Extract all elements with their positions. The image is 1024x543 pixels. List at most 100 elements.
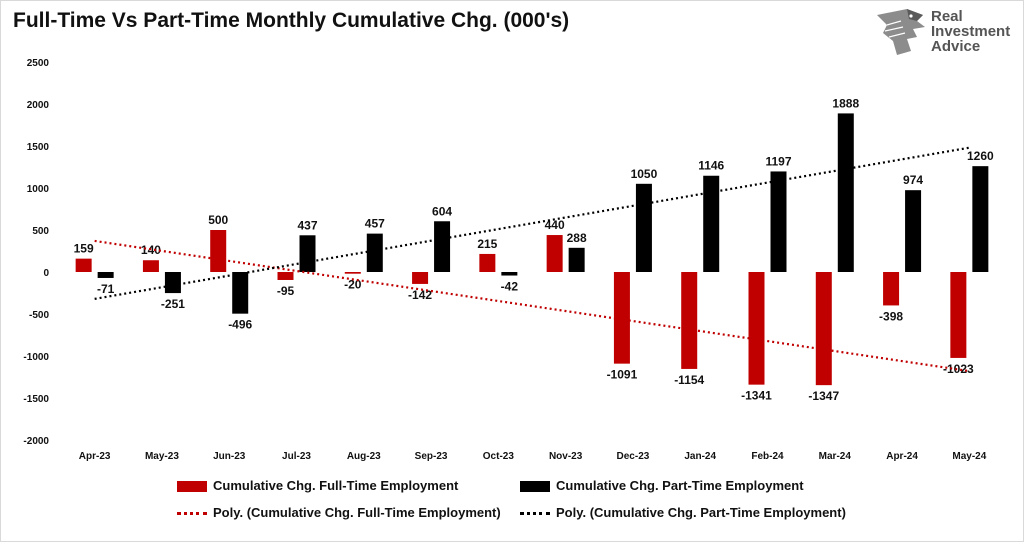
part-time-value-label: 1050 [631, 167, 658, 181]
logo: Real Investment Advice [873, 7, 1023, 59]
full-time-value-label: -398 [879, 309, 903, 323]
full-time-bar [344, 272, 361, 274]
full-time-bar [142, 260, 159, 272]
full-time-value-label: 440 [545, 218, 565, 232]
full-time-value-label: -95 [277, 284, 295, 298]
part-time-value-label: 974 [903, 173, 923, 187]
part-time-bar [837, 113, 854, 273]
x-tick-label: Aug-23 [347, 451, 381, 462]
legend-swatch-part-time [520, 481, 550, 493]
x-tick-label: Nov-23 [549, 451, 583, 462]
part-time-bar [434, 221, 451, 272]
full-time-value-label: 159 [74, 242, 94, 256]
y-tick-label: -2000 [23, 436, 49, 447]
full-time-bar [210, 230, 227, 272]
full-time-trendline [94, 239, 970, 373]
part-time-value-label: 457 [365, 217, 385, 231]
part-time-bar [635, 183, 652, 272]
full-time-bar [412, 272, 429, 284]
full-time-value-label: 500 [208, 213, 228, 227]
full-time-bar [883, 272, 900, 306]
legend-swatch-part-time-trend [520, 512, 550, 516]
eagle-head-icon [877, 9, 925, 55]
full-time-value-label: 140 [141, 243, 161, 257]
part-time-bar [299, 235, 316, 272]
full-time-bar [681, 272, 698, 369]
part-time-value-label: -496 [228, 318, 252, 332]
legend-swatch-full-time-trend [177, 512, 207, 516]
full-time-bar [815, 272, 832, 386]
x-tick-label: Sep-23 [415, 451, 448, 462]
legend-label-part-time: Cumulative Chg. Part-Time Employment [556, 478, 804, 493]
part-time-value-label: 437 [297, 218, 317, 232]
x-tick-label: Jun-23 [213, 451, 246, 462]
part-time-value-label: -71 [97, 282, 115, 296]
part-time-bar [703, 175, 720, 272]
logo-line-1: Real [931, 8, 963, 25]
y-tick-label: 500 [32, 226, 49, 237]
logo-text: Real Investment Advice [931, 9, 1010, 54]
legend-part-time-trend: Poly. (Cumulative Chg. Part-Time Employm… [520, 505, 846, 520]
full-time-value-label: -1347 [808, 389, 839, 403]
part-time-value-label: 1888 [832, 96, 859, 110]
y-tick-label: 2000 [27, 100, 50, 111]
y-tick-label: 1000 [27, 184, 50, 195]
part-time-bar [501, 272, 518, 276]
part-time-value-label: -251 [161, 297, 185, 311]
legend-label-part-time-trend: Poly. (Cumulative Chg. Part-Time Employm… [556, 505, 846, 520]
x-tick-label: Mar-24 [819, 451, 852, 462]
full-time-bar [613, 272, 630, 364]
y-tick-label: 0 [43, 268, 49, 279]
x-tick-label: Jan-24 [684, 451, 716, 462]
full-time-bar [75, 258, 92, 272]
part-time-bar [568, 247, 585, 272]
full-time-bar [479, 253, 496, 272]
y-tick-label: -1500 [23, 394, 49, 405]
legend-full-time-bar: Cumulative Chg. Full-Time Employment [177, 478, 458, 493]
part-time-value-label: 1146 [698, 159, 724, 173]
full-time-value-label: -1154 [674, 373, 704, 387]
full-time-bar [748, 272, 765, 385]
legend-label-full-time-trend: Poly. (Cumulative Chg. Full-Time Employm… [213, 505, 501, 520]
legend-part-time-bar: Cumulative Chg. Part-Time Employment [520, 478, 804, 493]
y-tick-label: -1000 [23, 352, 49, 363]
full-time-value-label: -142 [408, 288, 432, 302]
y-tick-label: 1500 [27, 142, 50, 153]
x-tick-label: Dec-23 [617, 451, 650, 462]
y-tick-label: 2500 [27, 58, 50, 69]
chart-title: Full-Time Vs Part-Time Monthly Cumulativ… [13, 9, 570, 32]
part-time-bar [97, 272, 114, 278]
part-time-value-label: 604 [432, 204, 452, 218]
part-time-bar [366, 233, 383, 272]
part-time-bar [232, 272, 249, 314]
legend-full-time-trend: Poly. (Cumulative Chg. Full-Time Employm… [177, 505, 501, 520]
x-tick-label: Apr-23 [79, 451, 111, 462]
full-time-bar [950, 272, 967, 358]
part-time-value-label: 1260 [967, 149, 994, 163]
full-time-value-label: 215 [477, 237, 497, 251]
x-tick-label: Apr-24 [886, 451, 918, 462]
part-time-bar [770, 171, 787, 272]
legend-label-full-time: Cumulative Chg. Full-Time Employment [213, 478, 459, 493]
full-time-bar [277, 272, 294, 280]
part-time-value-label: 1197 [765, 154, 791, 168]
full-time-value-label: -20 [344, 278, 362, 292]
x-tick-label: May-24 [952, 451, 986, 462]
part-time-value-label: -42 [501, 280, 519, 294]
x-tick-label: Feb-24 [751, 451, 784, 462]
x-tick-label: Oct-23 [483, 451, 515, 462]
part-time-value-label: 288 [567, 231, 587, 245]
full-time-bar [546, 235, 563, 272]
x-tick-label: Jul-23 [282, 451, 311, 462]
full-time-value-label: -1023 [943, 362, 974, 376]
part-time-bar [972, 166, 989, 272]
full-time-value-label: -1341 [741, 389, 772, 403]
x-tick-label: May-23 [145, 451, 179, 462]
y-tick-label: -500 [29, 310, 49, 321]
logo-line-2: Investment [931, 23, 1011, 40]
full-time-value-label: -1091 [607, 368, 638, 382]
part-time-bar [164, 272, 181, 294]
legend-swatch-full-time [177, 481, 207, 493]
